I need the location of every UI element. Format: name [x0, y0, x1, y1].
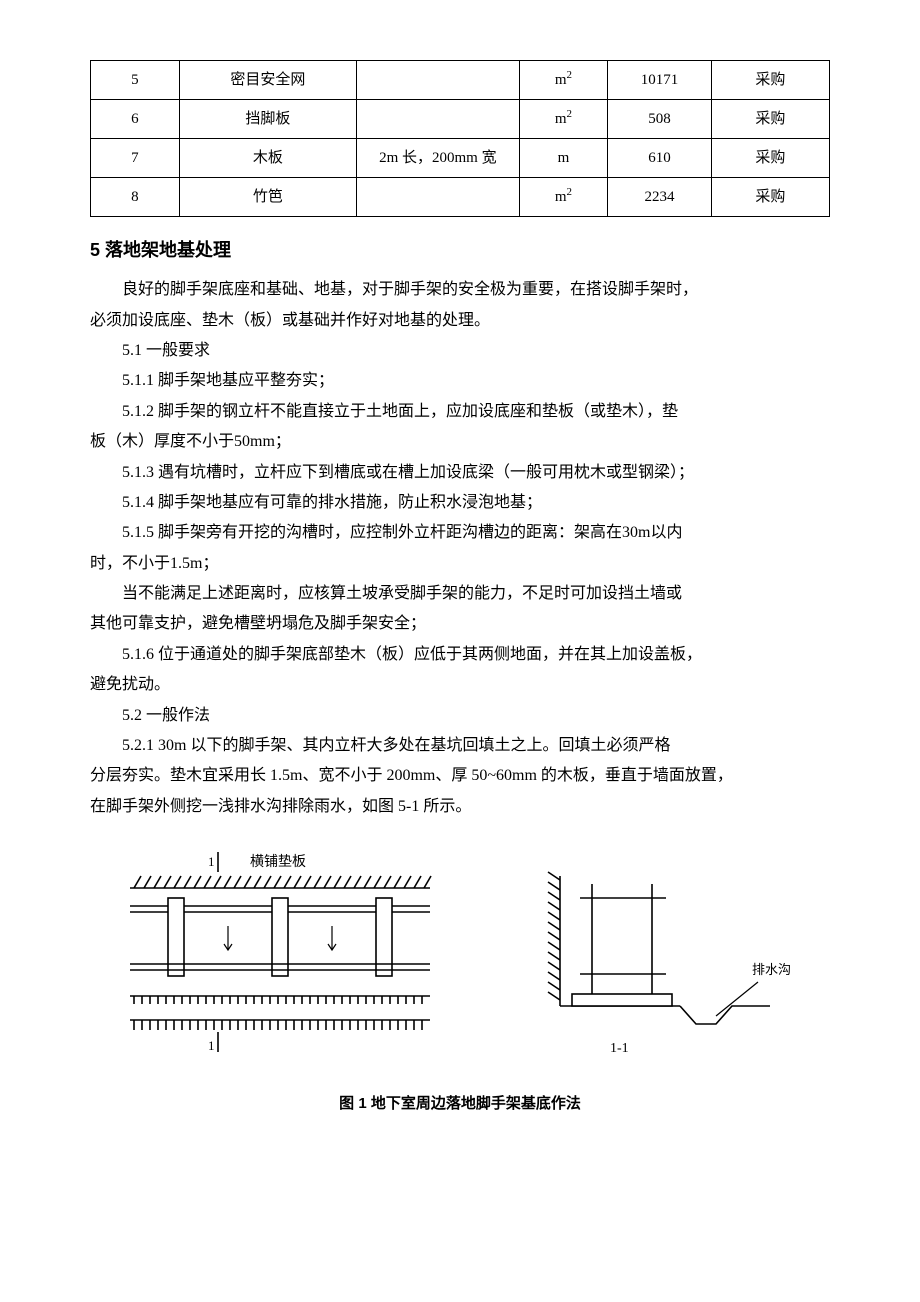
table-cell: 木板: [179, 139, 356, 178]
p-5.1.5-b: 时，不小于1.5m；: [90, 549, 830, 579]
table-cell: m: [519, 139, 608, 178]
label-section-1-1: 1-1: [610, 1041, 629, 1056]
p-5.2.1-c: 在脚手架外侧挖一浅排水沟排除雨水，如图 5-1 所示。: [90, 792, 830, 822]
table-cell: [357, 178, 520, 217]
label-plank: 横铺垫板: [250, 854, 306, 870]
table-cell: [357, 61, 520, 100]
table-cell: m2: [519, 61, 608, 100]
figure-section-view: 排水沟 1-1: [520, 866, 820, 1066]
p-5.2: 5.2 一般作法: [90, 701, 830, 731]
table-cell: 6: [91, 100, 180, 139]
table-cell: [357, 100, 520, 139]
table-row: 5密目安全网 m210171采购: [91, 61, 830, 100]
p-5.2.1-b: 分层夯实。垫木宜采用长 1.5m、宽不小于 200mm、厚 50~60mm 的木…: [90, 761, 830, 791]
p-5.1.6-b: 避免扰动。: [90, 670, 830, 700]
intro-line1: 良好的脚手架底座和基础、地基，对于脚手架的安全极为重要，在搭设脚手架时，: [90, 275, 830, 305]
table-cell: 采购: [711, 178, 829, 217]
table-cell: 2234: [608, 178, 711, 217]
table-cell: 挡脚板: [179, 100, 356, 139]
p-5.1: 5.1 一般要求: [90, 336, 830, 366]
table-cell: 采购: [711, 100, 829, 139]
p-5.1.5-d: 其他可靠支护，避免槽壁坍塌危及脚手架安全；: [90, 609, 830, 639]
table-cell: 密目安全网: [179, 61, 356, 100]
table-cell: 7: [91, 139, 180, 178]
table-cell: m2: [519, 178, 608, 217]
table-cell: 采购: [711, 61, 829, 100]
p-5.1.6-a: 5.1.6 位于通道处的脚手架底部垫木（板）应低于其两侧地面，并在其上加设盖板，: [90, 640, 830, 670]
figure-plan-view: 1 横铺垫板: [100, 846, 460, 1066]
figure-caption: 图 1 地下室周边落地脚手架基底作法: [90, 1090, 830, 1119]
table-cell: 竹笆: [179, 178, 356, 217]
table-cell: 10171: [608, 61, 711, 100]
table-cell: 采购: [711, 139, 829, 178]
p-5.1.3: 5.1.3 遇有坑槽时，立杆应下到槽底或在槽上加设底梁（一般可用枕木或型钢梁）；: [90, 458, 830, 488]
intro-line2: 必须加设底座、垫木（板）或基础并作好对地基的处理。: [90, 306, 830, 336]
table-cell: 508: [608, 100, 711, 139]
section-mark-1-top: 1: [208, 854, 215, 869]
p-5.1.5-a: 5.1.5 脚手架旁有开挖的沟槽时，应控制外立杆距沟槽边的距离：架高在30m以内: [90, 518, 830, 548]
p-5.1.5-c: 当不能满足上述距离时，应核算土坡承受脚手架的能力，不足时可加设挡土墙或: [90, 579, 830, 609]
figure-5-1: 1 横铺垫板: [90, 846, 830, 1066]
table-row: 7木板2m 长，200mm 宽m610采购: [91, 139, 830, 178]
p-5.1.1: 5.1.1 脚手架地基应平整夯实；: [90, 366, 830, 396]
table-cell: m2: [519, 100, 608, 139]
p-5.1.2-a: 5.1.2 脚手架的钢立杆不能直接立于土地面上，应加设底座和垫板（或垫木），垫: [90, 397, 830, 427]
table-cell: 5: [91, 61, 180, 100]
p-5.1.4: 5.1.4 脚手架地基应有可靠的排水措施，防止积水浸泡地基；: [90, 488, 830, 518]
table-row: 6挡脚板 m2508采购: [91, 100, 830, 139]
heading-5: 5 落地架地基处理: [90, 233, 830, 267]
table-cell: 8: [91, 178, 180, 217]
table-cell: 610: [608, 139, 711, 178]
section-mark-1-bot: 1: [208, 1038, 215, 1053]
p-5.1.2-b: 板（木）厚度不小于50mm；: [90, 427, 830, 457]
p-5.2.1-a: 5.2.1 30m 以下的脚手架、其内立杆大多处在基坑回填土之上。回填土必须严格: [90, 731, 830, 761]
label-drain: 排水沟: [752, 962, 791, 977]
table-row: 8竹笆 m22234采购: [91, 178, 830, 217]
table-cell: 2m 长，200mm 宽: [357, 139, 520, 178]
materials-table: 5密目安全网m210171采购6挡脚板m2508采购7木板2m 长，200mm …: [90, 60, 830, 217]
